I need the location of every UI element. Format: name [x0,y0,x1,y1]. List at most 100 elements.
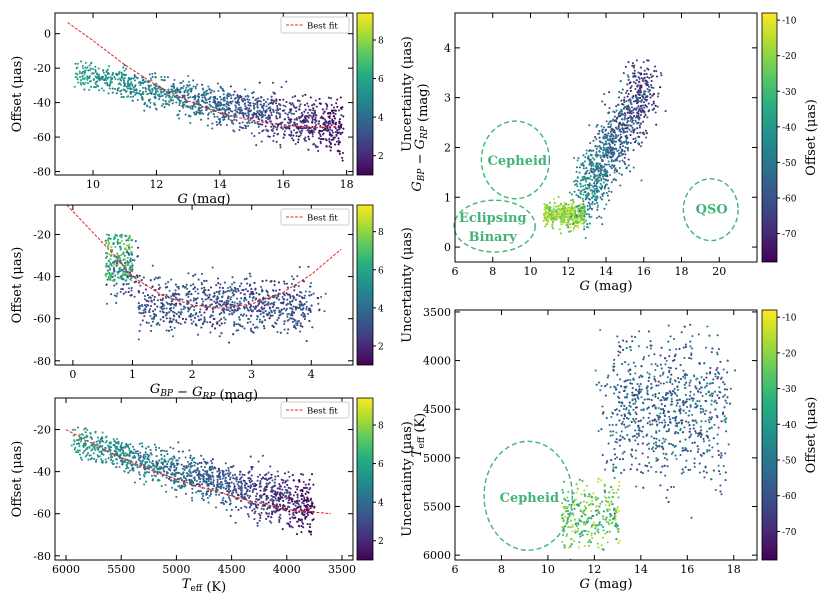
data-point [138,274,141,277]
data-point [273,495,276,499]
data-point [216,104,219,107]
data-point [155,448,158,451]
data-point [154,276,157,279]
data-point [98,450,101,453]
data-point [100,450,103,453]
data-point [264,125,267,128]
data-point [186,475,189,478]
data-point [197,278,200,281]
data-point [248,272,251,275]
data-point [273,309,276,312]
data-point [117,256,120,259]
data-point [150,92,153,95]
data-point [278,483,281,486]
data-point [646,116,649,119]
data-point [273,284,276,287]
data-point [227,300,230,303]
data-point [107,243,110,246]
data-point [123,77,126,80]
data-point [330,146,333,149]
data-point [267,515,270,518]
data-point [222,292,225,295]
data-point [164,282,167,285]
data-point [174,480,177,484]
data-point [144,288,147,291]
data-point [221,483,224,486]
data-point [120,96,123,99]
data-point [281,488,284,491]
data-point [245,114,248,117]
data-point [252,91,255,94]
data-point [283,282,286,285]
data-point [238,318,241,321]
data-point [299,330,302,333]
data-point [216,82,219,85]
data-point [265,109,268,112]
data-point [198,483,201,486]
data-point [258,81,261,84]
data-point [203,316,206,319]
data-point [94,431,97,434]
data-point [157,87,160,90]
data-point [207,478,210,481]
data-point [650,79,653,83]
data-point [126,275,129,278]
data-point [210,459,213,462]
data-point [266,479,269,482]
data-point [142,82,145,85]
data-point [311,135,314,138]
data-point [145,299,148,302]
data-point [633,69,636,72]
data-point [232,477,235,480]
data-point [634,87,637,91]
data-point [227,92,230,95]
data-point [144,480,148,483]
data-point [109,449,112,452]
data-point [297,285,300,288]
data-point [151,320,154,323]
data-point [214,506,218,509]
data-point [167,281,170,284]
data-point [86,435,89,438]
data-point [110,456,113,459]
data-point [220,311,223,314]
data-point [309,310,312,314]
data-point [189,306,192,309]
data-point [87,458,90,461]
data-point [608,106,611,110]
data-point [108,272,111,275]
data-point [599,172,602,175]
data-point [161,461,164,464]
data-point [324,124,328,128]
data-point [196,288,199,291]
data-point [170,295,173,298]
data-point [155,82,158,85]
data-point [212,96,215,99]
data-point [228,490,231,494]
data-point [148,307,152,311]
data-point [261,123,264,126]
data-point [246,513,250,516]
data-point [236,95,239,98]
data-point [275,140,278,143]
data-point [129,92,132,95]
data-point [120,239,123,242]
data-point [287,486,290,489]
data-point [75,76,78,79]
data-point [168,289,171,292]
data-point [278,503,282,506]
data-point [632,80,635,83]
data-point [309,506,312,510]
data-point [125,85,128,88]
data-point [299,300,302,303]
data-point [265,105,268,108]
data-point [246,307,249,310]
data-point [328,117,331,120]
data-point [181,86,184,90]
data-point [153,474,156,477]
data-point [213,318,216,321]
data-point [219,104,222,107]
data-point [571,198,574,201]
data-point [286,286,289,289]
data-point [269,109,272,112]
